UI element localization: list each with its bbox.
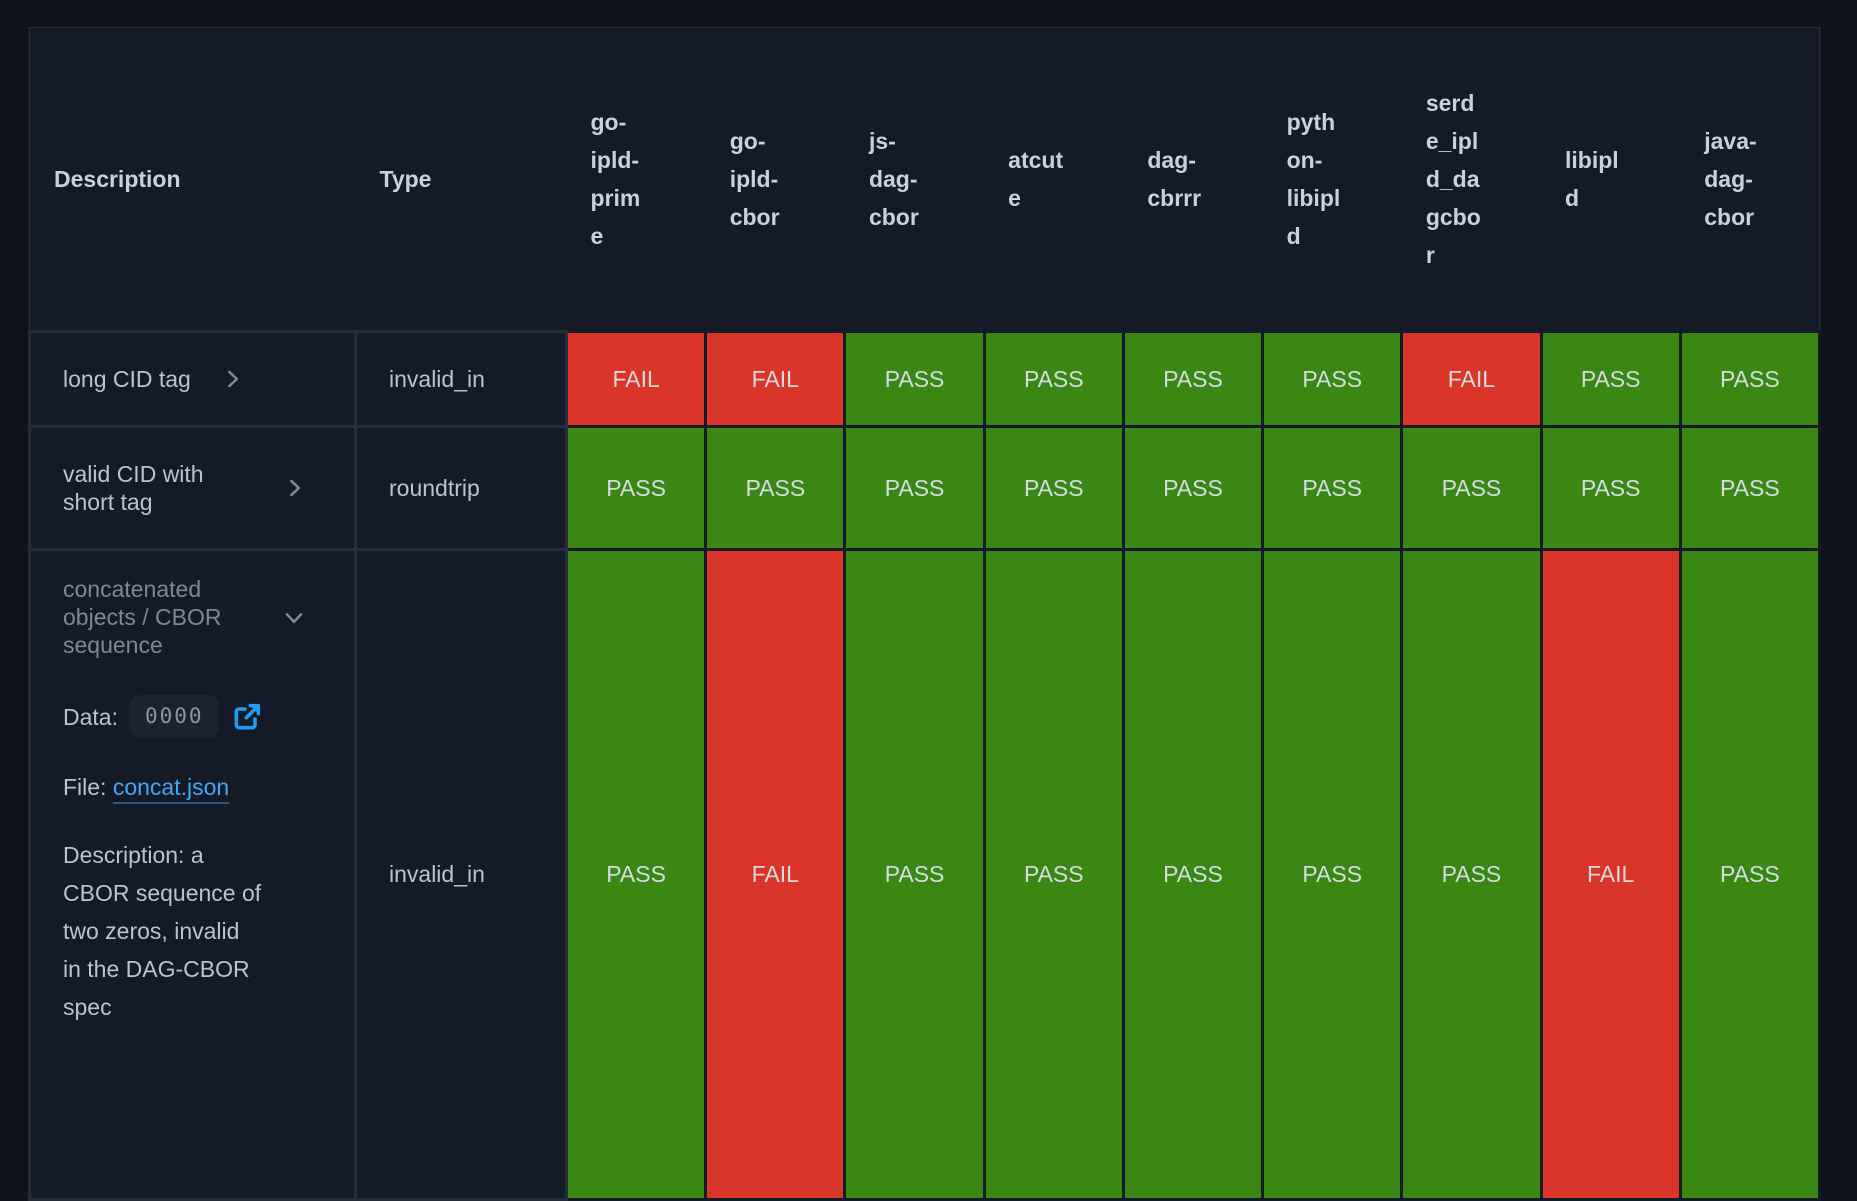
file-link[interactable]: concat.json (112, 774, 230, 801)
column-header-label: libipld (1565, 147, 1619, 211)
column-header-label: python-libipld (1286, 109, 1341, 249)
status-cell-pass: PASS (1400, 548, 1543, 1201)
status-cell-pass: PASS (1678, 425, 1822, 552)
description-cell: long CID tag (28, 329, 357, 429)
column-header-go-ipld-cbor: go-ipld-cbor (706, 28, 845, 332)
status-cell-fail: FAIL (704, 548, 847, 1201)
chevron-right-icon (219, 366, 245, 392)
table-header: Description Type go-ipld-prime go-ipld-cbor… (30, 28, 1820, 332)
table-row: concatenated objects / CBOR sequence Data… (28, 548, 1822, 1201)
column-header-label: java-dag-cbor (1704, 128, 1757, 230)
type-cell: invalid_in (354, 548, 568, 1201)
column-header-libipld: libipld (1541, 28, 1680, 332)
status-cell-pass: PASS (843, 548, 986, 1201)
column-header-atcute: atcute (984, 28, 1123, 332)
column-header-label: dag-cbrrr (1147, 147, 1202, 211)
test-title: long CID tag (63, 366, 191, 392)
status-cell-pass: PASS (982, 329, 1125, 429)
external-link-icon[interactable] (231, 701, 263, 733)
column-header-description: Description (54, 166, 181, 192)
column-header-label: atcute (1008, 147, 1064, 211)
status-cell-pass: PASS (982, 425, 1125, 552)
column-header-js-dag-cbor: js-dag-cbor (845, 28, 984, 332)
column-header-dag-cbrrr: dag-cbrrr (1123, 28, 1262, 332)
table-row: long CID tag invalid_in FAIL FAIL PASS PASS PA… (28, 329, 1822, 429)
column-header-java-dag-cbor: java-dag-cbor (1680, 28, 1819, 332)
row-expander[interactable]: long CID tag (63, 365, 322, 393)
status-cell-fail: FAIL (1539, 548, 1682, 1201)
status-cell-pass: PASS (1539, 329, 1682, 429)
description-cell: valid CID with short tag (28, 425, 357, 552)
status-cell-pass: PASS (1400, 425, 1543, 552)
status-cell-pass: PASS (1261, 425, 1404, 552)
status-cell-pass: PASS (843, 329, 986, 429)
status-cell-pass: PASS (982, 548, 1125, 1201)
status-cell-pass: PASS (1261, 329, 1404, 429)
row-expander[interactable]: valid CID with short tag (63, 460, 322, 516)
test-results-table: Description Type go-ipld-prime go-ipld-cbor… (28, 27, 1822, 1201)
status-cell-pass: PASS (1678, 329, 1822, 429)
test-description-text: Description: a CBOR sequence of two zero… (63, 842, 262, 1021)
data-line: Data: 0000 (63, 695, 322, 739)
column-header-python-libipld: python-libipld (1263, 28, 1402, 332)
column-header-serde-ipld-dagcbor: serde_ipld_dagcbor (1402, 28, 1541, 332)
chevron-down-icon (281, 604, 307, 630)
column-header-label: go-ipld-prime (590, 109, 641, 249)
column-header-go-ipld-prime: go-ipld-prime (567, 28, 706, 332)
column-header-label: js-dag-cbor (868, 128, 919, 230)
data-label: Data: (63, 703, 118, 730)
type-cell: roundtrip (354, 425, 568, 552)
status-cell-pass: PASS (843, 425, 986, 552)
status-cell-pass: PASS (564, 425, 708, 552)
type-cell: invalid_in (354, 329, 568, 429)
status-cell-pass: PASS (1261, 548, 1404, 1201)
file-label: File: (63, 774, 113, 801)
column-header-type: Type (379, 166, 432, 192)
status-cell-pass: PASS (1539, 425, 1682, 552)
status-cell-pass: PASS (1121, 425, 1265, 552)
file-line: File: concat.json (63, 768, 322, 806)
column-header-label: serde_ipld_dagcbor (1425, 90, 1481, 268)
status-cell-pass: PASS (1121, 329, 1265, 429)
row-expander[interactable]: concatenated objects / CBOR sequence (63, 575, 322, 659)
status-cell-fail: FAIL (564, 329, 708, 429)
test-title: valid CID with short tag (63, 461, 204, 516)
table-row: valid CID with short tag roundtrip PASS PAS… (28, 425, 1822, 552)
status-cell-pass: PASS (564, 548, 708, 1201)
data-hex-chip: 0000 (129, 695, 219, 739)
chevron-right-icon (281, 475, 307, 501)
test-title: concatenated objects / CBOR sequence (63, 576, 222, 659)
status-cell-pass: PASS (1678, 548, 1822, 1201)
column-header-label: go-ipld-cbor (729, 128, 780, 230)
status-cell-fail: FAIL (1400, 329, 1543, 429)
status-cell-pass: PASS (1121, 548, 1265, 1201)
status-cell-pass: PASS (704, 425, 847, 552)
description-cell: concatenated objects / CBOR sequence Data… (28, 548, 357, 1201)
status-cell-fail: FAIL (704, 329, 847, 429)
